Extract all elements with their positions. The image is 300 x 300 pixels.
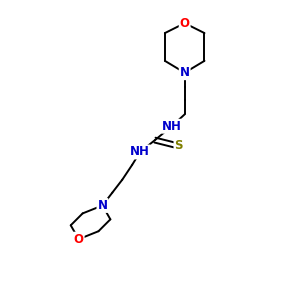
Text: N: N <box>98 199 107 212</box>
Text: N: N <box>180 66 190 79</box>
Text: NH: NH <box>162 120 182 133</box>
Text: O: O <box>74 233 84 246</box>
Text: NH: NH <box>130 146 150 158</box>
Text: S: S <box>175 139 183 152</box>
Text: O: O <box>180 17 190 30</box>
